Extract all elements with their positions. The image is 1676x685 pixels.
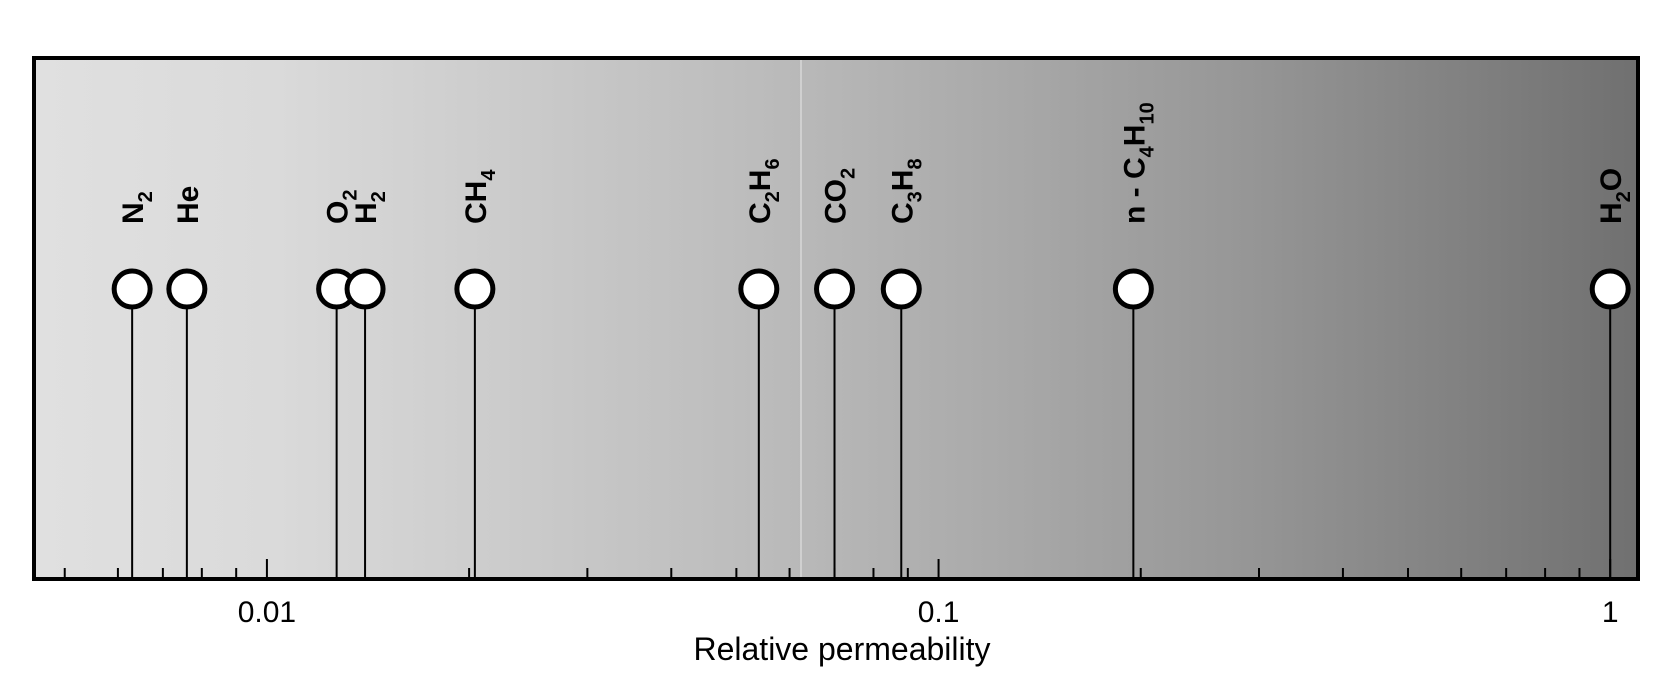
marker-c2h6 [738,268,780,310]
gas-label-o2: O2 [322,190,362,224]
marker-c3h8 [880,268,922,310]
gas-label-c2h6: C2H6 [744,158,784,224]
gas-label-ch4: CH4 [460,169,500,224]
x-tick-label: 1 [1602,596,1619,629]
gas-label-h2: H2 [350,191,390,224]
marker-h2o [1589,268,1631,310]
marker-n2 [111,268,153,310]
x-tick-label: 0.01 [238,596,296,629]
marker-h2 [344,268,386,310]
gas-label-n-c4h10: n - C4H10 [1118,102,1158,224]
marker-ch4 [454,268,496,310]
data-markers [111,268,1631,310]
marker-n-c4h10 [1112,268,1154,310]
gas-label-h2o: H2O [1595,168,1635,224]
gas-label-he: He [172,186,205,224]
plot-area [34,58,1638,579]
marker-co2 [814,268,856,310]
x-tick-labels: 0.01 0.1 1 [238,596,1619,629]
gas-label-n2: N2 [117,191,157,224]
marker-he [166,268,208,310]
plot-frame [32,56,1640,581]
gas-label-co2: CO2 [820,168,860,224]
x-tick-label: 0.1 [918,596,960,629]
x-axis-title: Relative permeability [693,631,990,667]
gas-label-c3h8: C3H8 [886,158,926,224]
data-stems [131,289,1612,579]
